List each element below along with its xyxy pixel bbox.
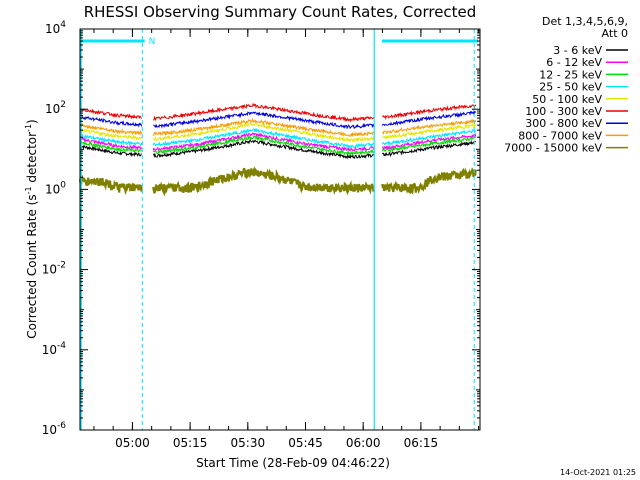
series-line <box>79 102 477 123</box>
footer-date: 14-Oct-2021 01:25 <box>560 468 636 477</box>
legend-entry-label: 800 - 7000 keV <box>518 129 602 142</box>
y-tick-label: 10-2 <box>42 261 66 277</box>
y-tick-label: 104 <box>45 20 66 36</box>
series-line <box>79 117 477 138</box>
series-line <box>79 121 477 143</box>
y-tick-label: 10-6 <box>42 421 67 437</box>
series-line <box>79 132 477 153</box>
night-label: N <box>149 37 156 47</box>
chart-title: RHESSI Observing Summary Count Rates, Co… <box>84 3 477 21</box>
legend-header-line-2: Att 0 <box>602 27 628 40</box>
series-line <box>79 135 476 157</box>
legend-header-line-1: Det 1,3,4,5,6,9, <box>542 15 628 28</box>
x-axis-label: Start Time (28-Feb-09 04:46:22) <box>196 456 390 470</box>
legend-entry-label: 50 - 100 keV <box>532 93 602 106</box>
legend-entry-label: 12 - 25 keV <box>539 68 602 81</box>
series-line <box>79 127 477 149</box>
y-tick-label: 10-4 <box>42 341 67 357</box>
x-tick-label: 05:45 <box>288 436 323 450</box>
legend-entry-label: 3 - 6 keV <box>553 44 602 57</box>
legend-entry-label: 25 - 50 keV <box>539 81 602 94</box>
y-tick-label: 102 <box>45 100 66 116</box>
x-tick-label: 05:15 <box>173 436 208 450</box>
x-tick-label: 05:00 <box>115 436 150 450</box>
x-tick-label: 06:00 <box>346 436 381 450</box>
series-line <box>79 139 476 160</box>
x-tick-label: 05:30 <box>231 436 266 450</box>
series-line <box>78 166 477 197</box>
legend-entry-label: 6 - 12 keV <box>546 56 602 69</box>
legend-entry-label: 300 - 800 keV <box>525 117 602 130</box>
y-tick-label: 100 <box>45 180 66 196</box>
legend-entry-label: 100 - 300 keV <box>525 105 602 118</box>
x-axis: 05:00 05:15 05:30 05:45 06:00 06:15 <box>93 29 480 450</box>
x-tick-label: 06:15 <box>404 436 439 450</box>
series-line <box>79 109 477 130</box>
y-axis-label: Corrected Count Rate (s-1 detector-1) <box>24 119 39 338</box>
legend-entry-label: 7000 - 15000 keV <box>504 142 602 155</box>
y-axis: 104 102 100 10-2 10-4 10-6 <box>42 20 480 437</box>
